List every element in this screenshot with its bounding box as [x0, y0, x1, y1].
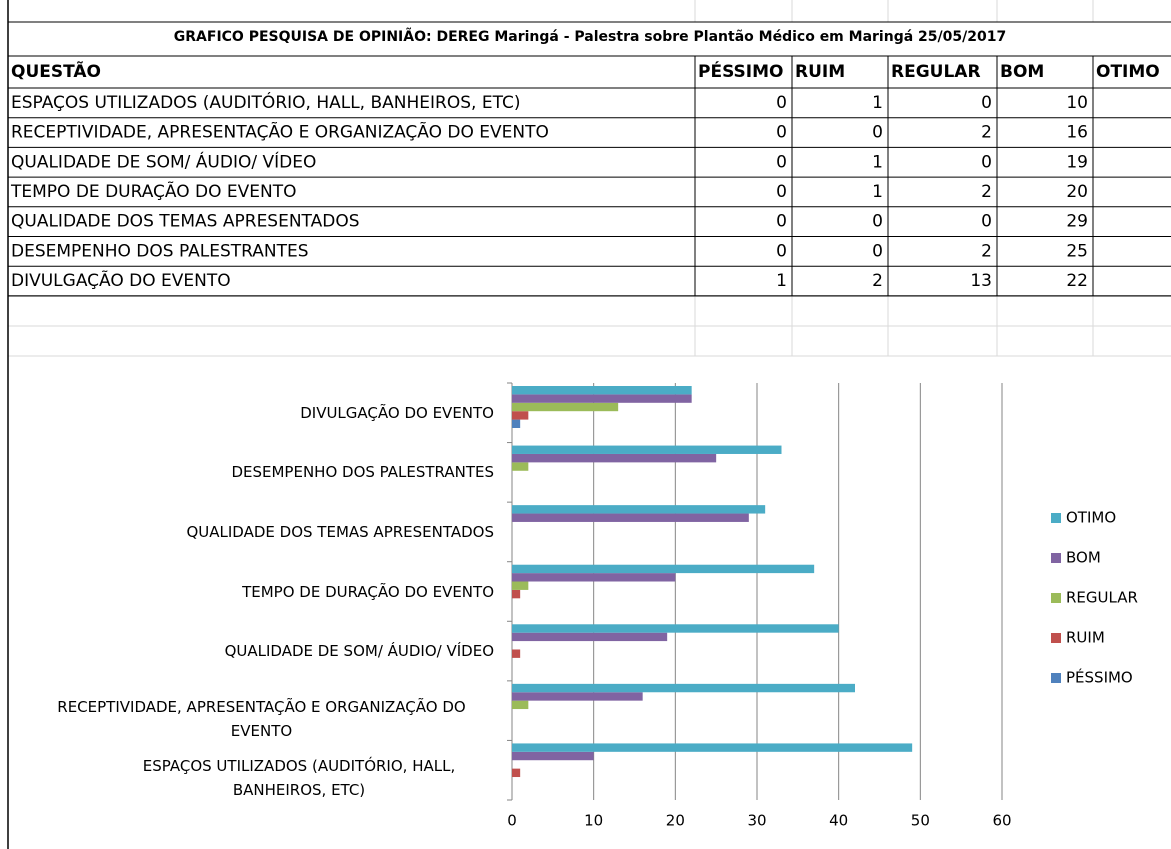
number-cell: 0 [776, 241, 787, 261]
category-label: TEMPO DE DURAÇÃO DO EVENTO [242, 582, 494, 601]
question-cell: DIVULGAÇÃO DO EVENTO [11, 269, 231, 291]
legend-swatch [1051, 593, 1061, 603]
number-cell: 25 [1066, 241, 1088, 261]
bar [512, 445, 782, 454]
bar [512, 462, 529, 471]
legend-label: PÉSSIMO [1066, 668, 1133, 687]
number-cell: 0 [776, 212, 787, 232]
question-cell: RECEPTIVIDADE, APRESENTAÇÃO E ORGANIZAÇÃ… [11, 121, 549, 143]
question-cell: DESEMPENHO DOS PALESTRANTES [11, 241, 309, 261]
bar [512, 419, 521, 428]
bar [512, 505, 766, 514]
legend-label: OTIMO [1066, 509, 1116, 527]
number-cell: 13 [970, 271, 992, 291]
legend-swatch [1051, 673, 1061, 683]
bar [512, 573, 676, 582]
legend-swatch [1051, 553, 1061, 563]
number-cell: 0 [776, 182, 787, 202]
number-cell: 0 [872, 123, 883, 143]
category-label: DIVULGAÇÃO DO EVENTO [300, 403, 494, 422]
x-tick-label: 10 [584, 812, 603, 830]
number-cell: 0 [981, 93, 992, 113]
legend-label: BOM [1066, 549, 1101, 567]
question-cell: TEMPO DE DURAÇÃO DO EVENTO [10, 180, 297, 202]
x-tick-label: 30 [747, 812, 766, 830]
x-tick-label: 50 [911, 812, 930, 830]
category-label: RECEPTIVIDADE, APRESENTAÇÃO E ORGANIZAÇÃ… [57, 697, 466, 740]
bar [512, 589, 521, 599]
question-cell: QUALIDADE DE SOM/ ÁUDIO/ VÍDEO [11, 150, 316, 172]
x-tick-label: 20 [666, 812, 685, 830]
number-cell: 2 [981, 241, 992, 261]
bar [512, 649, 521, 658]
number-cell: 1 [872, 93, 883, 113]
number-cell: 2 [981, 123, 992, 143]
number-cell: 20 [1066, 182, 1088, 202]
number-cell: 2 [872, 271, 883, 291]
number-cell: 0 [872, 241, 883, 261]
category-label: QUALIDADE DE SOM/ ÁUDIO/ VÍDEO [224, 642, 494, 661]
number-cell: 0 [776, 93, 787, 113]
legend-swatch [1051, 513, 1061, 523]
bar [512, 394, 692, 403]
category-label: DESEMPENHO DOS PALESTRANTES [231, 463, 494, 482]
header-cell: PÉSSIMO [698, 60, 784, 82]
bar [512, 453, 717, 463]
category-label: ESPAÇOS UTILIZADOS (AUDITÓRIO, HALL, BAN… [142, 757, 456, 800]
bar [512, 632, 668, 642]
x-tick-label: 40 [829, 812, 848, 830]
bar [512, 700, 529, 710]
bar [512, 692, 643, 701]
number-cell: 0 [981, 212, 992, 232]
header-cell: QUESTÃO [11, 59, 101, 82]
number-cell: 22 [1066, 271, 1088, 291]
question-cell: ESPAÇOS UTILIZADOS (AUDITÓRIO, HALL, BAN… [11, 91, 520, 113]
legend-swatch [1051, 633, 1061, 643]
question-cell: QUALIDADE DOS TEMAS APRESENTADOS [11, 212, 360, 232]
number-cell: 1 [872, 182, 883, 202]
legend-label: REGULAR [1066, 589, 1138, 607]
bar [512, 402, 619, 412]
x-tick-label: 60 [992, 812, 1011, 830]
category-label: QUALIDADE DOS TEMAS APRESENTADOS [186, 522, 494, 541]
number-cell: 1 [776, 271, 787, 291]
x-tick-label: 0 [507, 812, 517, 830]
number-cell: 0 [776, 152, 787, 172]
header-cell: RUIM [795, 62, 845, 82]
bar [512, 581, 529, 590]
bar [512, 386, 692, 395]
number-cell: 0 [981, 152, 992, 172]
bar [512, 768, 521, 778]
header-cell: BOM [1000, 62, 1044, 82]
number-cell: 1 [872, 152, 883, 172]
number-cell: 29 [1066, 212, 1088, 232]
bar [512, 564, 815, 574]
header-cell: OTIMO [1096, 62, 1160, 82]
header-cell: REGULAR [891, 62, 981, 82]
bar [512, 624, 839, 633]
number-cell: 10 [1066, 93, 1088, 113]
bar [512, 743, 913, 752]
number-cell: 16 [1066, 123, 1088, 143]
legend-label: RUIM [1066, 629, 1105, 647]
number-cell: 0 [776, 123, 787, 143]
table-title: GRAFICO PESQUISA DE OPINIÃO: DEREG Marin… [174, 28, 1006, 45]
number-cell: 0 [872, 212, 883, 232]
bar [512, 683, 855, 693]
number-cell: 19 [1066, 152, 1088, 172]
number-cell: 2 [981, 182, 992, 202]
bar [512, 751, 594, 761]
bar [512, 411, 529, 420]
bar [512, 513, 749, 522]
